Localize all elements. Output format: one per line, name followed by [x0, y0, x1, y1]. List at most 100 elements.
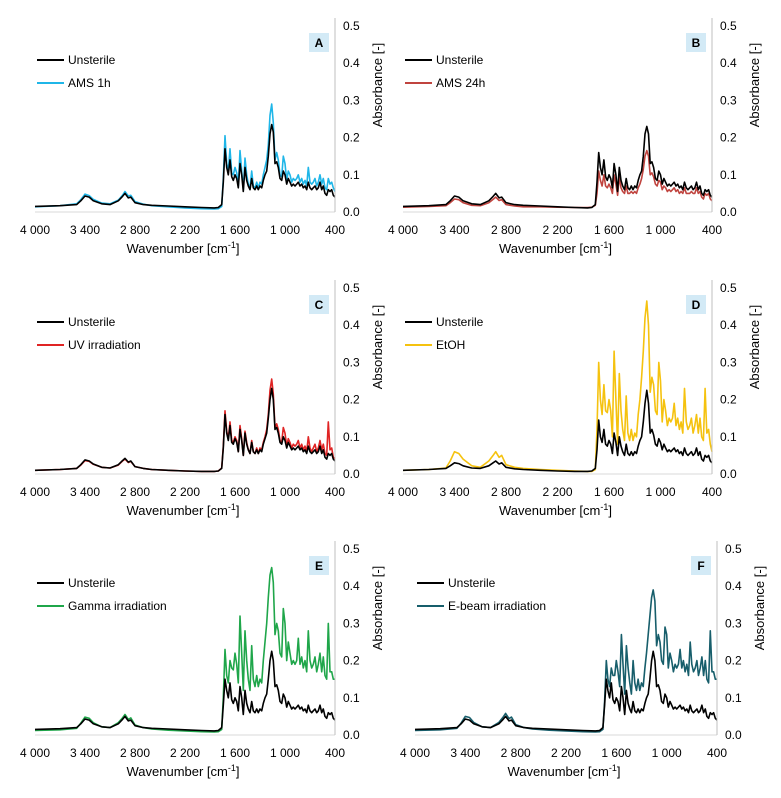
- y-tick-label: 0.2: [725, 654, 742, 668]
- y-axis-title: Absorbance [-]: [370, 566, 385, 651]
- y-tick-label: 0.2: [343, 654, 360, 668]
- x-axis-title: Wavenumber [cm-1]: [499, 502, 612, 518]
- x-tick-label: 400: [702, 223, 722, 237]
- x-tick-label: 1 000: [645, 223, 675, 237]
- y-tick-label: 0.3: [720, 355, 737, 369]
- y-tick-label: 0.5: [725, 542, 742, 556]
- x-tick-label: 2 200: [170, 223, 200, 237]
- y-tick-label: 0.0: [343, 467, 360, 481]
- x-tick-label: 4 000: [20, 746, 50, 760]
- y-tick-label: 0.1: [343, 691, 360, 705]
- series-line-unsterile: [414, 650, 718, 732]
- y-tick-label: 0.0: [343, 205, 360, 219]
- x-axis-title: Wavenumber [cm-1]: [126, 502, 239, 518]
- y-tick-label: 0.4: [343, 318, 360, 332]
- x-tick-label: 2 800: [501, 746, 531, 760]
- series-line-unsterile: [34, 650, 336, 732]
- x-tick-label: 2 800: [120, 746, 150, 760]
- y-tick-label: 0.4: [720, 318, 737, 332]
- x-tick-label: 1 600: [220, 746, 250, 760]
- x-axis-title: Wavenumber [cm-1]: [126, 240, 239, 256]
- y-tick-label: 0.0: [343, 728, 360, 742]
- panel-label: C: [315, 298, 324, 312]
- y-axis-title: Absorbance [-]: [752, 566, 767, 651]
- y-tick-label: 0.5: [343, 281, 360, 295]
- x-tick-label: 2 200: [551, 746, 581, 760]
- y-tick-label: 0.0: [720, 205, 737, 219]
- x-tick-label: 3 400: [439, 485, 469, 499]
- y-axis-title: Absorbance [-]: [370, 305, 385, 390]
- y-tick-label: 0.3: [343, 616, 360, 630]
- y-tick-label: 0.5: [343, 19, 360, 33]
- x-tick-label: 1 600: [601, 746, 631, 760]
- x-tick-label: 2 200: [542, 223, 572, 237]
- x-tick-label: 4 000: [388, 223, 418, 237]
- y-tick-label: 0.2: [343, 393, 360, 407]
- y-tick-label: 0.2: [720, 131, 737, 145]
- legend-label: Unsterile: [68, 53, 116, 67]
- x-tick-label: 1 600: [594, 223, 624, 237]
- x-tick-label: 2 200: [170, 485, 200, 499]
- x-tick-label: 3 400: [70, 485, 100, 499]
- y-tick-label: 0.1: [343, 168, 360, 182]
- x-tick-label: 1 000: [270, 746, 300, 760]
- y-tick-label: 0.4: [343, 579, 360, 593]
- x-tick-label: 400: [707, 746, 727, 760]
- legend-label: Gamma irradiation: [68, 599, 167, 613]
- series-line-ams-24h: [402, 149, 713, 209]
- x-tick-label: 4 000: [20, 223, 50, 237]
- panel-label-badge: [309, 33, 329, 52]
- series-line-etoh: [402, 300, 713, 473]
- legend-label: Unsterile: [68, 315, 116, 329]
- x-tick-label: 3 400: [439, 223, 469, 237]
- y-axis-title: Absorbance [-]: [747, 43, 762, 128]
- y-tick-label: 0.0: [725, 728, 742, 742]
- legend-label: Unsterile: [68, 576, 116, 590]
- x-tick-label: 2 800: [491, 223, 521, 237]
- x-tick-label: 1 600: [220, 485, 250, 499]
- x-tick-label: 2 800: [491, 485, 521, 499]
- x-tick-label: 3 400: [70, 746, 100, 760]
- y-tick-label: 0.0: [720, 467, 737, 481]
- series-line-unsterile: [402, 389, 713, 473]
- panel-label-badge: [691, 556, 711, 575]
- y-tick-label: 0.3: [720, 93, 737, 107]
- x-tick-label: 4 000: [20, 485, 50, 499]
- x-tick-label: 1 000: [270, 485, 300, 499]
- x-tick-label: 1 000: [645, 485, 675, 499]
- legend-label: EtOH: [436, 338, 465, 352]
- y-tick-label: 0.1: [343, 430, 360, 444]
- panel-label-badge: [686, 295, 706, 314]
- panel-label: E: [315, 559, 323, 573]
- y-tick-label: 0.1: [720, 430, 737, 444]
- panel-label-badge: [309, 556, 329, 575]
- x-tick-label: 400: [702, 485, 722, 499]
- panel-label-badge: [686, 33, 706, 52]
- y-tick-label: 0.2: [343, 131, 360, 145]
- legend-label: UV irradiation: [68, 338, 141, 352]
- x-tick-label: 2 800: [120, 223, 150, 237]
- y-tick-label: 0.3: [725, 616, 742, 630]
- y-tick-label: 0.5: [720, 281, 737, 295]
- series-line-unsterile: [34, 123, 336, 209]
- y-tick-label: 0.5: [720, 19, 737, 33]
- legend-label: AMS 1h: [68, 76, 111, 90]
- legend-label: Unsterile: [436, 315, 484, 329]
- x-tick-label: 400: [325, 485, 345, 499]
- legend-label: Unsterile: [436, 53, 484, 67]
- y-tick-label: 0.2: [720, 393, 737, 407]
- y-tick-label: 0.3: [343, 355, 360, 369]
- x-axis-title: Wavenumber [cm-1]: [126, 763, 239, 779]
- x-tick-label: 2 800: [120, 485, 150, 499]
- series-line-unsterile: [402, 125, 713, 209]
- panel-label: B: [692, 36, 701, 50]
- y-tick-label: 0.1: [720, 168, 737, 182]
- x-tick-label: 1 000: [270, 223, 300, 237]
